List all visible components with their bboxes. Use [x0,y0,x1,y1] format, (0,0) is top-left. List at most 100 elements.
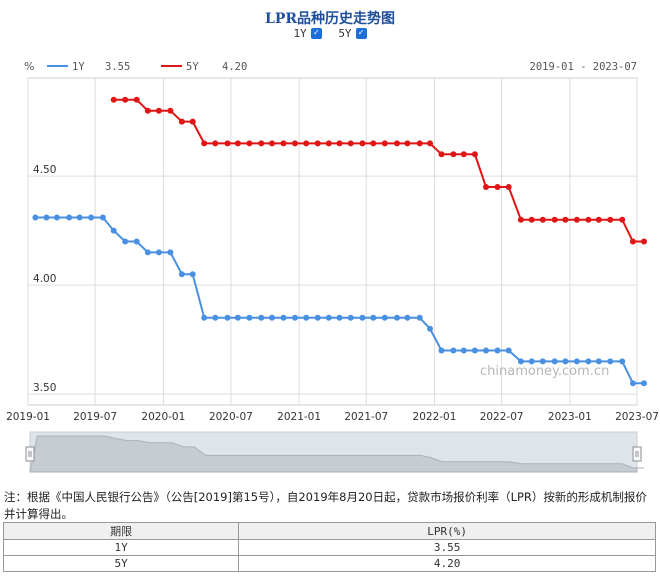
data-point-5y [347,140,354,147]
x-tick-label: 2022-01 [413,411,457,423]
data-point-1y [505,347,512,354]
data-point-5y [325,140,332,147]
toggle-1y[interactable]: 1Y ✓ [293,27,322,40]
data-point-1y [66,214,73,221]
x-tick-label: 2019-01 [6,411,50,423]
y-tick-label: 4.50 [33,164,56,176]
data-point-1y [280,314,287,321]
data-point-5y [585,216,592,223]
plot-frame [27,77,638,406]
data-point-1y [110,227,117,234]
data-point-5y [359,140,366,147]
data-point-5y [505,184,512,190]
data-point-5y [595,216,602,223]
data-point-1y [427,325,433,332]
x-tick-label: 2022-07 [480,411,524,423]
data-point-5y [528,216,535,223]
data-point-5y [619,216,626,223]
data-point-1y [528,358,535,365]
data-point-1y [619,358,626,365]
data-point-1y [573,358,580,365]
data-point-5y [269,140,275,147]
data-point-1y [155,249,162,256]
data-point-1y [336,314,343,321]
chart-grid [27,77,638,406]
data-point-5y [292,140,298,147]
data-point-5y [551,216,558,223]
data-point-5y [280,140,287,147]
data-point-5y [303,140,310,147]
data-point-1y [404,314,411,321]
data-point-1y [178,271,185,278]
watermark: chinamoney.com.cn [480,364,609,379]
date-range: 2019-01 - 2023-07 [530,61,637,73]
checkbox-5y[interactable]: ✓ [355,28,367,39]
y-tick-label: 4.00 [33,273,56,285]
table-row: 1Y 3.55 [2,539,656,556]
data-point-5y [416,140,423,147]
series-layer [32,96,647,387]
data-point-1y [246,314,253,321]
footnote: 注：根据《中国人民银行公告》（公告[2019]第15号），自2019年8月20日… [4,490,647,521]
data-point-1y [471,347,478,354]
data-point-1y [43,214,50,221]
chart-title: LPR品种历史走势图 [264,11,395,27]
data-point-5y [178,118,185,125]
y-tick-label: 3.50 [33,382,56,394]
x-tick-label: 2021-07 [344,411,388,423]
data-point-1y [224,314,231,321]
data-point-1y [394,314,400,321]
data-point-1y [88,214,95,221]
table-header-row: 期限 LPR(%) [2,522,656,540]
data-point-1y [641,380,647,387]
table-cell-term: 1Y [2,539,240,556]
data-point-5y [394,140,400,147]
data-point-1y [629,380,636,387]
data-point-1y [258,314,265,321]
x-tick-label: 2020-07 [209,411,253,423]
data-point-5y [122,96,129,103]
data-point-5y [629,238,636,245]
data-point-5y [144,107,151,114]
data-point-1y [189,271,196,278]
data-point-1y [201,314,208,321]
data-point-1y [212,314,219,321]
data-point-1y [292,314,298,321]
data-point-1y [416,314,423,321]
data-point-5y [167,107,174,114]
data-point-1y [585,358,592,365]
data-point-5y [471,151,478,158]
slider-right-handle[interactable] [632,446,642,462]
toggle-5y[interactable]: 5Y ✓ [338,27,367,40]
y-axis: 3.50 4.00 4.50 [33,164,56,394]
data-point-1y [122,238,129,245]
data-point-5y [494,184,501,190]
data-point-5y [201,140,208,147]
data-point-1y [144,249,151,256]
data-point-5y [483,184,489,190]
data-point-1y [76,214,83,221]
toggle-5y-label: 5Y [338,27,352,40]
unit-label: % [24,60,34,73]
data-point-5y [246,140,253,147]
data-point-5y [517,216,524,223]
legend-1y-value: 3.55 [105,61,130,73]
legend: 1Y 3.55 5Y 4.20 [47,61,247,73]
range-slider[interactable] [25,431,644,473]
x-tick-label: 2019-07 [73,411,117,423]
slider-left-handle[interactable] [25,446,35,462]
data-point-5y [404,140,411,147]
toggle-1y-label: 1Y [293,27,307,40]
checkbox-1y[interactable]: ✓ [310,28,322,39]
data-point-5y [460,151,467,158]
legend-5y-name: 5Y [186,61,199,73]
data-point-1y [595,358,602,365]
data-point-5y [562,216,569,223]
data-point-1y [303,314,310,321]
x-tick-label: 2021-01 [277,411,321,423]
series-toggles: 1Y ✓ 5Y ✓ [0,27,660,40]
data-point-5y [641,238,647,245]
data-point-1y [32,214,39,221]
data-point-5y [110,96,117,103]
data-point-5y [607,216,614,223]
